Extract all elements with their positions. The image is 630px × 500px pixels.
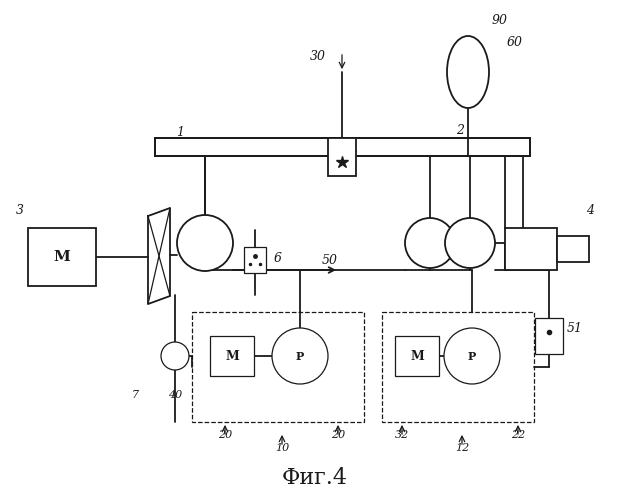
Text: 7: 7 (132, 390, 139, 400)
Text: M: M (410, 350, 424, 362)
Text: P: P (296, 350, 304, 362)
Text: M: M (225, 350, 239, 362)
Ellipse shape (447, 36, 489, 108)
Text: 20: 20 (331, 430, 345, 440)
Circle shape (405, 218, 455, 268)
Text: 4: 4 (586, 204, 594, 216)
Bar (28, 228, 96, 286)
Bar (535, 318, 563, 354)
Bar (328, 138, 356, 176)
Text: 40: 40 (168, 390, 182, 400)
Text: M: M (54, 250, 71, 264)
Text: 20: 20 (218, 430, 232, 440)
Circle shape (445, 218, 495, 268)
Bar (557, 236, 589, 262)
Text: P: P (468, 350, 476, 362)
Text: 22: 22 (511, 430, 525, 440)
Text: 90: 90 (492, 14, 508, 26)
Text: Фиг.4: Фиг.4 (282, 467, 348, 489)
Text: 51: 51 (567, 322, 583, 334)
Bar (192, 312, 364, 422)
Circle shape (177, 215, 233, 271)
Bar (244, 247, 266, 273)
Text: 3: 3 (16, 204, 24, 216)
Text: 60: 60 (507, 36, 523, 49)
Text: 2: 2 (456, 124, 464, 136)
Bar (382, 312, 534, 422)
Text: 6: 6 (274, 252, 282, 264)
Text: 30: 30 (310, 50, 326, 62)
Bar (395, 336, 439, 376)
Bar (155, 138, 530, 156)
Text: 32: 32 (395, 430, 409, 440)
Circle shape (272, 328, 328, 384)
Text: 50: 50 (322, 254, 338, 266)
Bar (505, 228, 557, 270)
Text: 1: 1 (176, 126, 184, 138)
Bar (210, 336, 254, 376)
Circle shape (444, 328, 500, 384)
Circle shape (161, 342, 189, 370)
Text: 12: 12 (455, 443, 469, 453)
Text: 10: 10 (275, 443, 289, 453)
